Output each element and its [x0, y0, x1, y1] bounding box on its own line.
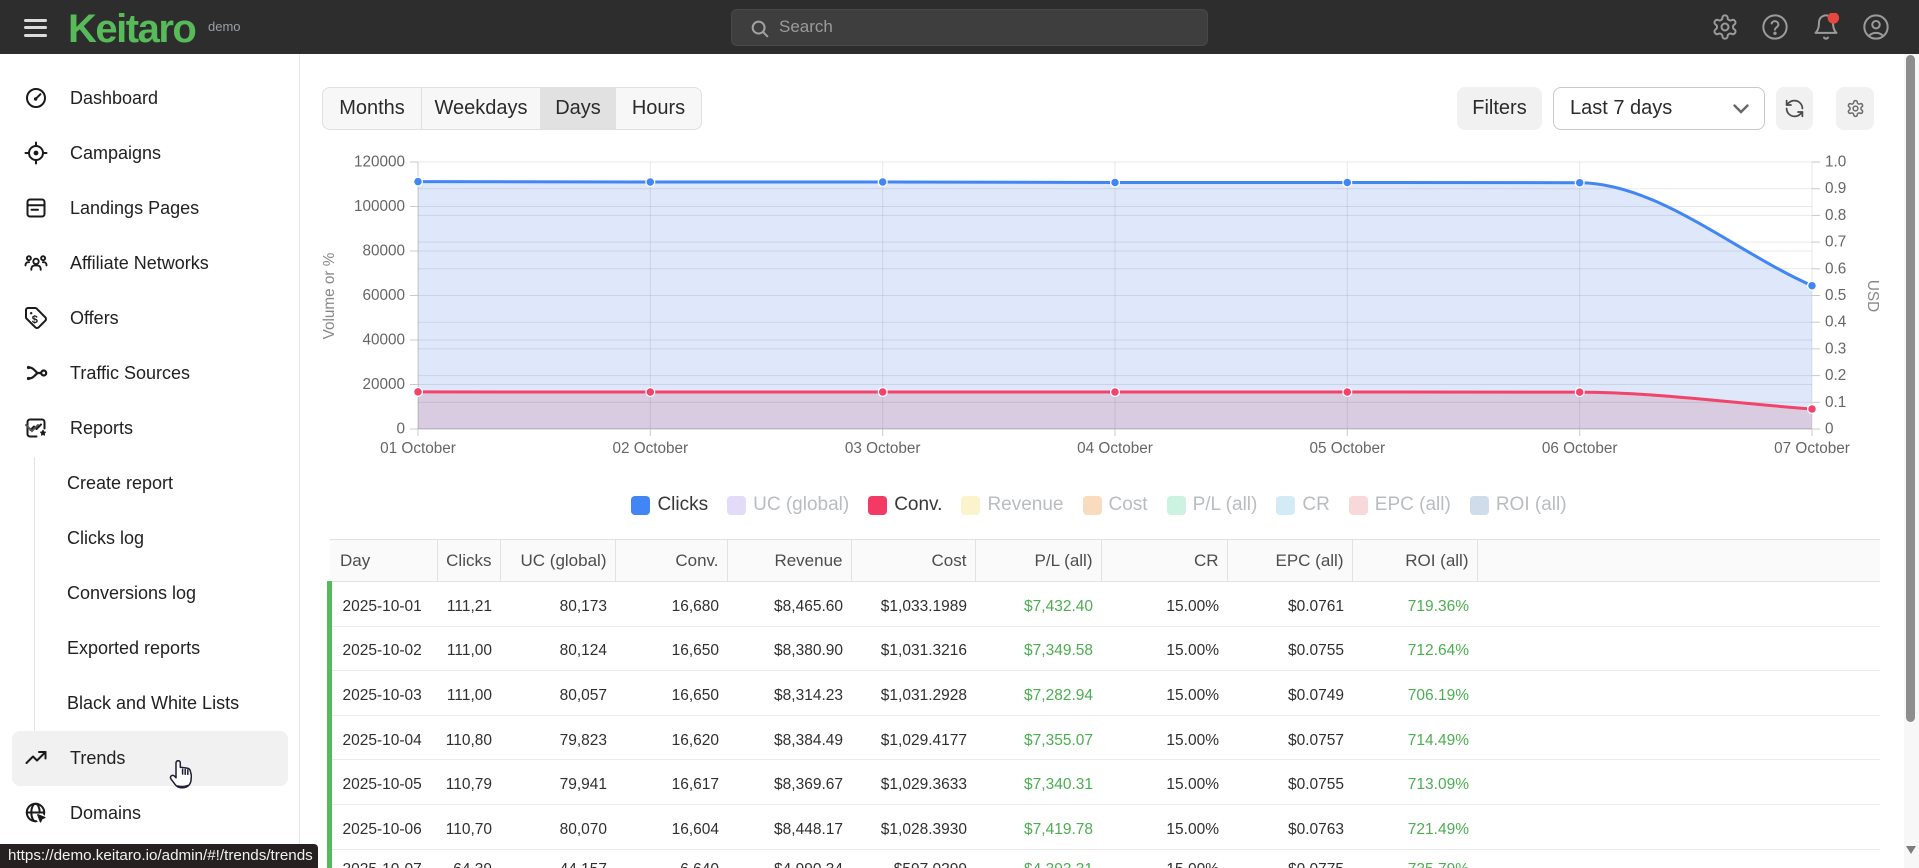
svg-text:20000: 20000	[362, 376, 405, 393]
svg-text:0.7: 0.7	[1825, 234, 1846, 251]
svg-text:USD: USD	[1864, 280, 1881, 312]
svg-text:0.9: 0.9	[1825, 180, 1846, 197]
svg-text:1.0: 1.0	[1825, 154, 1846, 171]
svg-text:07 October: 07 October	[1774, 440, 1850, 457]
svg-text:40000: 40000	[362, 332, 405, 349]
svg-text:Volume or %: Volume or %	[321, 252, 338, 339]
svg-text:120000: 120000	[354, 154, 405, 171]
svg-text:01 October: 01 October	[380, 440, 456, 457]
svg-text:0.5: 0.5	[1825, 287, 1846, 304]
svg-text:0: 0	[396, 421, 405, 438]
svg-text:04 October: 04 October	[1077, 440, 1153, 457]
svg-text:0.8: 0.8	[1825, 207, 1846, 224]
svg-text:0.2: 0.2	[1825, 367, 1846, 384]
svg-text:0.3: 0.3	[1825, 340, 1846, 357]
svg-text:$: $	[32, 314, 38, 326]
svg-text:80000: 80000	[362, 243, 405, 260]
svg-text:05 October: 05 October	[1309, 440, 1385, 457]
svg-text:03 October: 03 October	[845, 440, 921, 457]
svg-text:100000: 100000	[354, 198, 405, 215]
svg-text:0.1: 0.1	[1825, 394, 1846, 411]
svg-text:60000: 60000	[362, 287, 405, 304]
svg-text:06 October: 06 October	[1542, 440, 1618, 457]
svg-text:02 October: 02 October	[612, 440, 688, 457]
svg-text:0: 0	[1825, 421, 1834, 438]
svg-text:0.4: 0.4	[1825, 314, 1847, 331]
svg-text:0.6: 0.6	[1825, 260, 1846, 277]
